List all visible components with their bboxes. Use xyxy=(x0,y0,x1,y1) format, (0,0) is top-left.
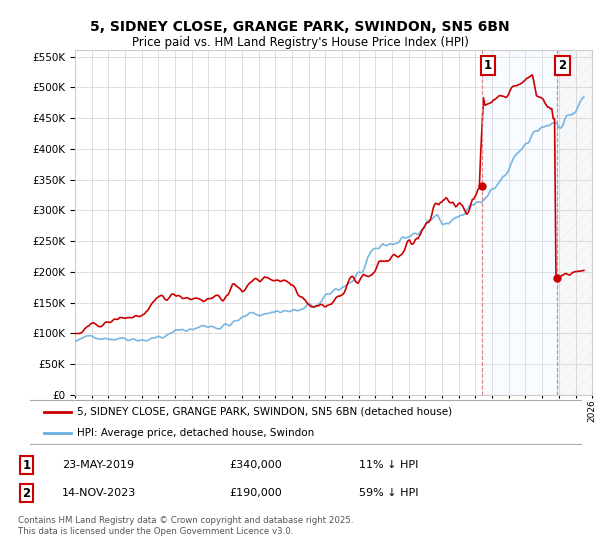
Text: £190,000: £190,000 xyxy=(229,488,282,498)
Text: 1: 1 xyxy=(23,459,31,472)
Text: 2: 2 xyxy=(23,487,31,500)
Bar xyxy=(557,50,592,395)
Text: 5, SIDNEY CLOSE, GRANGE PARK, SWINDON, SN5 6BN: 5, SIDNEY CLOSE, GRANGE PARK, SWINDON, S… xyxy=(90,20,510,34)
FancyBboxPatch shape xyxy=(27,400,584,444)
Text: Contains HM Land Registry data © Crown copyright and database right 2025.
This d: Contains HM Land Registry data © Crown c… xyxy=(18,516,353,536)
Text: 5, SIDNEY CLOSE, GRANGE PARK, SWINDON, SN5 6BN (detached house): 5, SIDNEY CLOSE, GRANGE PARK, SWINDON, S… xyxy=(77,407,452,417)
Text: 2: 2 xyxy=(559,59,566,72)
Text: 23-MAY-2019: 23-MAY-2019 xyxy=(62,460,134,470)
Text: 11% ↓ HPI: 11% ↓ HPI xyxy=(359,460,418,470)
Bar xyxy=(482,50,557,395)
Text: 59% ↓ HPI: 59% ↓ HPI xyxy=(359,488,418,498)
Text: 1: 1 xyxy=(484,59,491,72)
Text: HPI: Average price, detached house, Swindon: HPI: Average price, detached house, Swin… xyxy=(77,428,314,438)
Text: 14-NOV-2023: 14-NOV-2023 xyxy=(62,488,136,498)
Text: Price paid vs. HM Land Registry's House Price Index (HPI): Price paid vs. HM Land Registry's House … xyxy=(131,36,469,49)
Text: £340,000: £340,000 xyxy=(229,460,282,470)
